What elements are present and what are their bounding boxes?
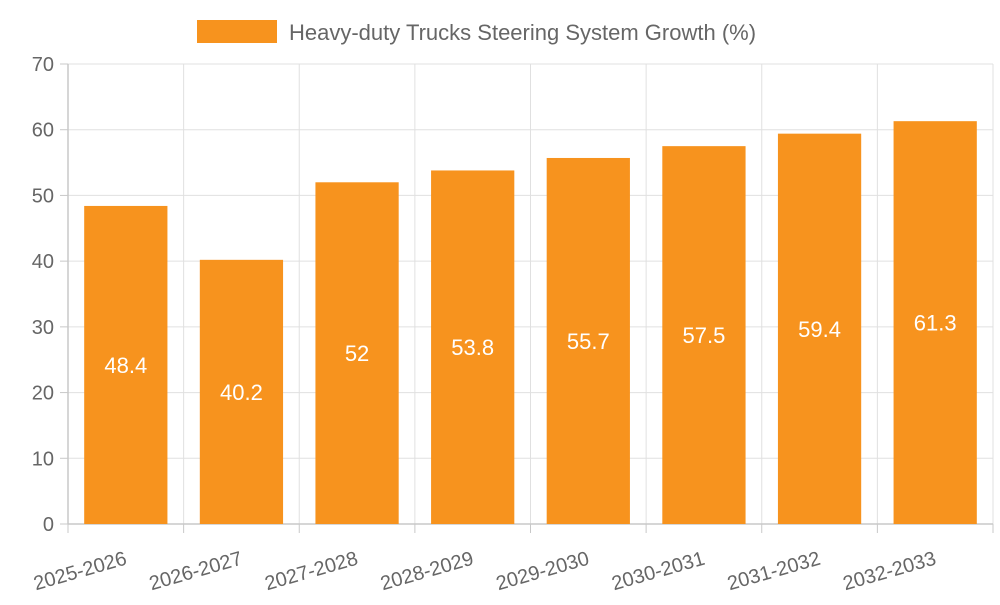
bar-value-label: 48.4	[104, 353, 147, 378]
y-tick-label: 70	[32, 54, 54, 76]
x-tick-label: 2025-2026	[31, 548, 129, 596]
x-tick-label: 2026-2027	[147, 548, 245, 596]
legend[interactable]: Heavy-duty Trucks Steering System Growth…	[197, 20, 756, 45]
bar[interactable]	[546, 157, 630, 524]
y-tick-label: 0	[43, 514, 54, 536]
bar-value-label: 52	[345, 341, 369, 366]
bar[interactable]	[893, 121, 977, 525]
legend-swatch[interactable]	[197, 20, 277, 43]
y-tick-label: 10	[32, 448, 54, 470]
x-tick-label: 2031-2032	[725, 548, 823, 596]
bar-value-label: 59.4	[798, 317, 841, 342]
x-tick-labels: 2025-2026 2026-2027 2027-2028 2028-2029 2029…	[31, 548, 938, 596]
bar-value-label: 55.7	[567, 329, 610, 354]
x-tick-label: 2028-2029	[378, 548, 476, 596]
x-tick-label: 2029-2030	[494, 548, 592, 596]
legend-label[interactable]: Heavy-duty Trucks Steering System Growth…	[289, 20, 756, 45]
y-tick-label: 40	[32, 251, 54, 273]
bar-value-label: 61.3	[914, 311, 957, 336]
y-tick-labels: 0 10 20 30 40 50 60 70	[32, 54, 54, 536]
bar[interactable]	[662, 146, 746, 524]
data-labels: 48.4 40.2 52 53.8 55.7 57.5 59.4 61.3	[104, 311, 956, 405]
bar[interactable]	[199, 259, 284, 524]
y-tick-label: 20	[32, 383, 54, 405]
bar-value-label: 40.2	[220, 380, 263, 405]
bar[interactable]	[777, 133, 862, 524]
bar[interactable]	[315, 182, 399, 525]
x-tick-label: 2032-2033	[841, 548, 939, 596]
y-tick-label: 60	[32, 120, 54, 142]
x-tick-label: 2027-2028	[262, 548, 360, 596]
y-tick-label: 30	[32, 317, 54, 339]
bar[interactable]	[84, 205, 168, 524]
bars	[84, 121, 977, 525]
bar-value-label: 57.5	[683, 323, 726, 348]
bar-value-label: 53.8	[451, 335, 494, 360]
y-tick-label: 50	[32, 185, 54, 207]
x-tick-label: 2030-2031	[609, 548, 707, 596]
bar[interactable]	[431, 170, 515, 524]
